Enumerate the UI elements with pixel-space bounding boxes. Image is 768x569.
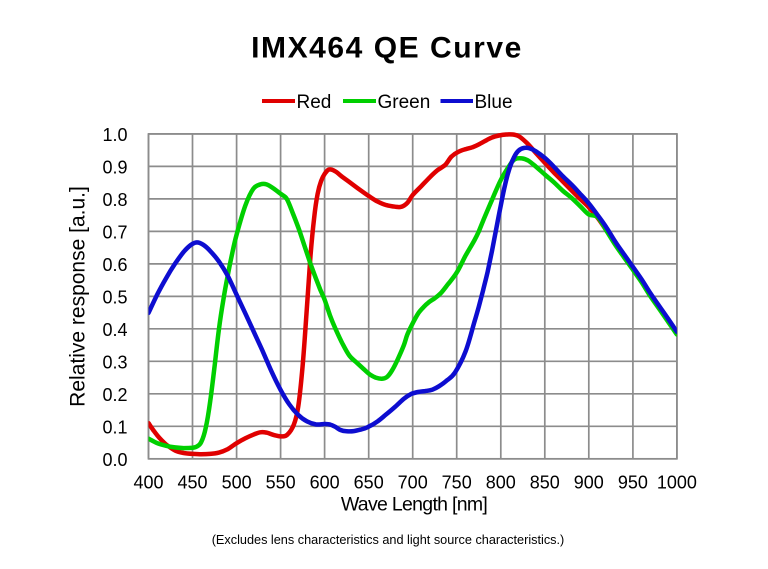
svg-text:400: 400: [133, 473, 163, 493]
svg-text:Green: Green: [378, 92, 431, 113]
svg-text:850: 850: [530, 473, 560, 493]
svg-text:0.1: 0.1: [102, 418, 127, 438]
svg-text:550: 550: [266, 473, 296, 493]
svg-text:0.4: 0.4: [102, 320, 127, 340]
svg-text:0.7: 0.7: [102, 223, 127, 243]
svg-text:0.8: 0.8: [102, 190, 127, 210]
svg-text:700: 700: [398, 473, 428, 493]
svg-text:Red: Red: [297, 92, 332, 113]
svg-text:1000: 1000: [657, 473, 697, 493]
svg-text:0.5: 0.5: [102, 288, 127, 308]
svg-text:0.9: 0.9: [102, 158, 127, 178]
svg-text:IMX464 QE Curve: IMX464 QE Curve: [251, 32, 523, 65]
svg-text:0.0: 0.0: [102, 450, 127, 470]
svg-text:Blue: Blue: [475, 92, 513, 113]
svg-text:0.2: 0.2: [102, 385, 127, 405]
svg-text:Wave Length [nm]: Wave Length [nm]: [341, 494, 488, 516]
svg-text:450: 450: [177, 473, 207, 493]
svg-text:800: 800: [486, 473, 516, 493]
svg-text:950: 950: [618, 473, 648, 493]
svg-text:0.3: 0.3: [102, 353, 127, 373]
svg-text:(Excludes lens characteristics: (Excludes lens characteristics and light…: [212, 533, 565, 547]
svg-text:500: 500: [222, 473, 252, 493]
svg-text:900: 900: [574, 473, 604, 493]
svg-text:750: 750: [442, 473, 472, 493]
svg-text:650: 650: [354, 473, 384, 493]
svg-text:Relative response [a.u.]: Relative response [a.u.]: [67, 186, 90, 407]
svg-text:0.6: 0.6: [102, 255, 127, 275]
svg-text:600: 600: [310, 473, 340, 493]
svg-text:1.0: 1.0: [102, 125, 127, 145]
